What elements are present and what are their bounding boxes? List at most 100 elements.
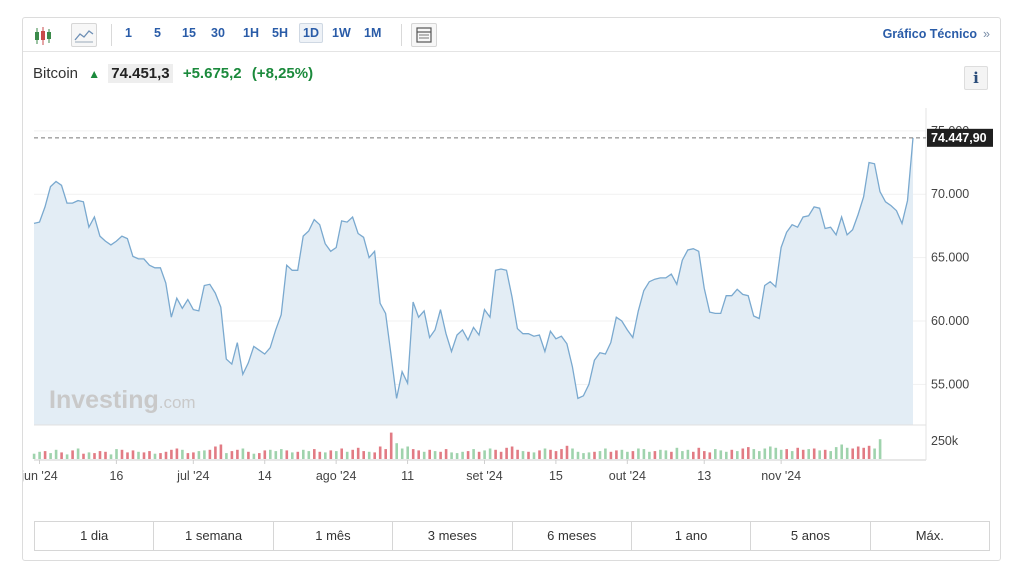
volume-bar: [620, 449, 624, 459]
volume-bar: [71, 450, 74, 459]
volume-bar: [769, 446, 772, 459]
volume-bar: [395, 443, 398, 459]
volume-bar: [340, 448, 343, 459]
volume-bars: [32, 432, 882, 460]
volume-bar: [225, 453, 228, 459]
range-3-months[interactable]: 3 meses: [393, 522, 513, 550]
area-chart-icon[interactable]: [71, 23, 97, 47]
volume-bar: [329, 450, 333, 459]
last-price-tag-value: 74.447,90: [931, 131, 987, 145]
info-button[interactable]: i: [964, 66, 988, 90]
x-axis-ticks: jun '24 16 jul '24 14 ago '24 11 set '24 15 out …: [23, 460, 801, 483]
volume-bar: [818, 450, 821, 459]
x-tick-label: ago '24: [316, 469, 357, 483]
volume-bar: [214, 446, 217, 459]
volume-bar: [823, 449, 827, 459]
volume-bar: [76, 448, 80, 459]
volume-bar: [851, 448, 854, 459]
toolbar-divider: [401, 24, 402, 46]
interval-1m[interactable]: 1M: [364, 26, 382, 40]
volume-bar: [736, 451, 739, 459]
volume-bar: [82, 453, 85, 459]
last-price: 74.451,3: [108, 64, 173, 83]
volume-bar: [725, 451, 728, 460]
range-1-year[interactable]: 1 ano: [632, 522, 752, 550]
volume-bar: [422, 451, 426, 460]
interval-30[interactable]: 30: [211, 26, 225, 40]
volume-bar: [867, 445, 871, 459]
volume-bar: [598, 451, 602, 459]
volume-bar: [703, 451, 706, 459]
range-6-months[interactable]: 6 meses: [513, 522, 632, 550]
up-arrow-icon: ▲: [88, 67, 101, 81]
volume-bar: [307, 451, 311, 459]
volume-bar: [203, 450, 206, 459]
volume-bar: [681, 451, 684, 459]
range-max[interactable]: Máx.: [915, 528, 944, 543]
x-tick-label: set '24: [466, 469, 502, 483]
interval-1w[interactable]: 1W: [332, 26, 351, 40]
volume-bar: [730, 449, 734, 459]
volume-bar: [790, 451, 794, 459]
interval-5h[interactable]: 5H: [272, 26, 288, 40]
quote-header: Bitcoin ▲ 74.451,3 +5.675,2 (+8,25%): [33, 64, 313, 87]
volume-bar: [697, 447, 701, 459]
volume-bar: [648, 451, 651, 460]
volume-bar: [175, 448, 179, 459]
volume-bar: [626, 451, 629, 460]
volume-bar: [576, 451, 580, 460]
range-1-day[interactable]: 1 dia: [35, 522, 155, 550]
volume-bar: [659, 449, 662, 459]
volume-bar: [115, 449, 118, 459]
volume-bar: [747, 447, 750, 459]
technical-chart-label: Gráfico Técnico: [882, 27, 978, 41]
interval-15[interactable]: 15: [182, 26, 196, 40]
volume-bar: [845, 447, 849, 459]
table-view-icon[interactable]: [411, 23, 437, 47]
toolbar-divider: [111, 24, 112, 46]
volume-bar: [324, 452, 327, 459]
volume-bar: [637, 448, 640, 459]
x-tick-label: 16: [109, 469, 123, 483]
volume-bar: [302, 449, 305, 459]
volume-bar: [120, 449, 124, 459]
volume-bar: [505, 447, 508, 459]
volume-bar: [356, 447, 360, 459]
volume-bar: [450, 452, 453, 459]
range-1-month[interactable]: 1 mês: [274, 522, 394, 550]
volume-bar: [32, 453, 36, 459]
y-tick-label: 60.000: [931, 314, 969, 328]
volume-bar: [538, 450, 541, 459]
x-tick-label: 13: [697, 469, 711, 483]
volume-bar: [170, 449, 173, 459]
volume-bar: [560, 449, 563, 459]
volume-bar: [153, 453, 157, 459]
interval-5[interactable]: 5: [154, 26, 161, 40]
volume-bar: [318, 451, 322, 460]
volume-bar: [862, 447, 865, 459]
interval-1h[interactable]: 1H: [243, 26, 259, 40]
volume-bar: [856, 446, 860, 459]
volume-bar: [411, 449, 415, 459]
volume-bar: [313, 449, 316, 459]
volume-bar: [54, 449, 58, 459]
range-5-years[interactable]: 5 anos: [751, 522, 871, 550]
x-tick-label: 15: [549, 469, 563, 483]
volume-bar: [280, 449, 283, 459]
interval-1[interactable]: 1: [125, 26, 132, 40]
volume-bar: [428, 449, 431, 459]
technical-chart-link[interactable]: Gráfico Técnico »: [883, 27, 990, 41]
range-1-week[interactable]: 1 semana: [154, 522, 274, 550]
interval-1d[interactable]: 1D: [299, 23, 323, 43]
candlestick-icon[interactable]: [31, 23, 57, 47]
volume-bar: [362, 451, 365, 459]
volume-bar: [400, 448, 404, 459]
volume-bar: [159, 453, 162, 459]
volume-bar: [653, 451, 657, 459]
volume-bar: [719, 450, 723, 459]
volume-bar: [461, 451, 464, 460]
volume-bar: [779, 449, 783, 459]
volume-bar: [367, 451, 371, 460]
